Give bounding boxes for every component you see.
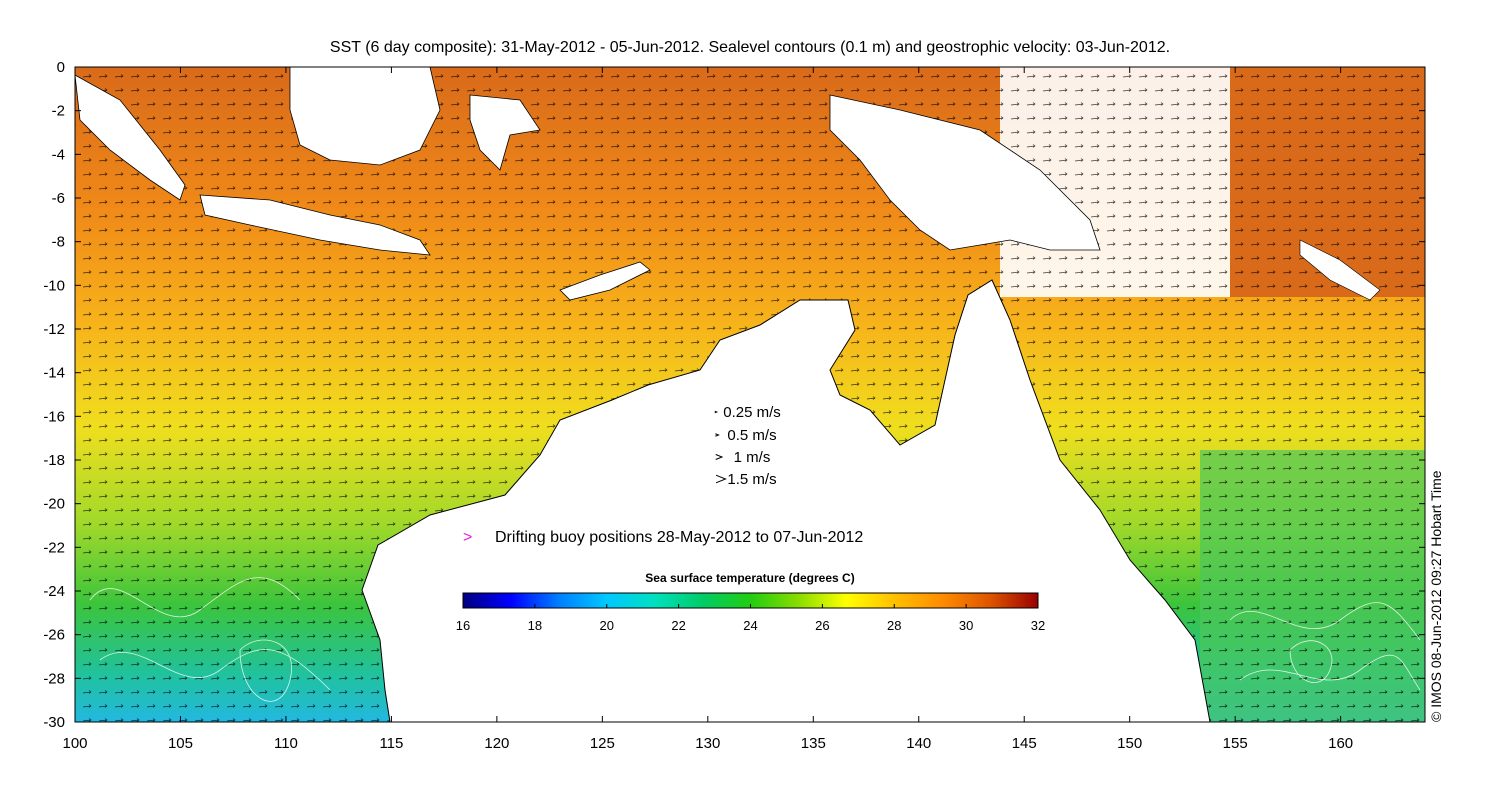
x-tick-label: 145: [1012, 735, 1037, 752]
y-tick-label: -2: [52, 103, 65, 120]
new-guinea-land: [829, 94, 1101, 251]
figure-title: SST (6 day composite): 31-May-2012 - 05-…: [330, 39, 1170, 56]
map-area: [75, 67, 1425, 722]
x-tick-label: 135: [801, 735, 826, 752]
colorbar-tick-label: 18: [528, 618, 542, 633]
x-tick-label: 115: [379, 735, 403, 752]
colorbar-tick-label: 16: [456, 618, 470, 633]
colorbar-tick-label: 20: [600, 618, 614, 633]
x-tick-label: 105: [168, 735, 193, 752]
velocity-legend-label: 1.5 m/s: [727, 471, 776, 488]
y-tick-label: -8: [52, 234, 65, 251]
x-axis: 100 105 110 115 120 125 130 135 140 145 150 155 160: [62, 67, 1353, 752]
timor-land: [559, 261, 651, 301]
y-tick-label: -24: [43, 583, 65, 600]
sealevel-contours: [89, 577, 1421, 702]
y-tick-label: -18: [43, 452, 65, 469]
velocity-legend-label: 0.5 m/s: [727, 427, 776, 444]
colorbar-tick-label: 26: [815, 618, 829, 633]
colorbar-tick-label: 30: [959, 618, 973, 633]
x-tick-label: 150: [1117, 735, 1142, 752]
x-tick-label: 155: [1223, 735, 1248, 752]
buoy-legend: > Drifting buoy positions 28-May-2012 to…: [463, 529, 863, 546]
y-tick-label: -16: [43, 408, 65, 425]
x-tick-label: 160: [1328, 735, 1353, 752]
java-land: [199, 194, 431, 256]
y-tick-label: 0: [57, 59, 65, 76]
x-tick-label: 110: [274, 735, 298, 752]
velocity-arrow-icon: [715, 474, 727, 484]
sulawesi-land: [469, 94, 541, 171]
y-tick-label: -28: [43, 670, 65, 687]
velocity-arrow-icon: [715, 454, 724, 460]
colorbar-tick-label: 22: [671, 618, 685, 633]
x-tick-label: 140: [906, 735, 931, 752]
velocity-legend-label: 0.25 m/s: [723, 404, 781, 421]
y-tick-label: -26: [43, 627, 65, 644]
buoy-marker-icon: >: [463, 529, 472, 546]
y-tick-label: -20: [43, 496, 65, 513]
x-tick-label: 130: [695, 735, 720, 752]
x-tick-label: 100: [62, 735, 87, 752]
colorbar: Sea surface temperature (degrees C) 16 18…: [456, 571, 1045, 633]
y-tick-label: -6: [52, 190, 65, 207]
colorbar-ticks: 16 18 20 22 24 26 28 30 32: [456, 604, 1045, 633]
colorbar-tick-label: 28: [887, 618, 901, 633]
colorbar-title: Sea surface temperature (degrees C): [645, 571, 854, 585]
y-tick-label: -30: [43, 714, 65, 731]
velocity-legend: 0.25 m/s 0.5 m/s 1 m/s 1.5 m/s: [714, 404, 781, 488]
y-tick-label: -14: [43, 365, 65, 382]
credit-text: © IMOS 08-Jun-2012 09:27 Hobart Time: [1428, 470, 1444, 722]
x-tick-label: 120: [484, 735, 509, 752]
velocity-legend-label: 1 m/s: [734, 449, 771, 466]
y-tick-label: -22: [43, 539, 65, 556]
borneo-land: [289, 67, 441, 166]
buoy-legend-label: Drifting buoy positions 28-May-2012 to 0…: [495, 529, 863, 546]
land-masses: [75, 67, 1381, 722]
sumatra-land: [75, 74, 186, 201]
y-tick-label: -10: [43, 277, 65, 294]
solomon-islands-land: [1299, 239, 1381, 301]
velocity-arrow-icon: [714, 410, 719, 414]
australia-land: [361, 279, 1211, 722]
y-tick-label: -12: [43, 321, 65, 338]
velocity-arrow-icon: [715, 433, 720, 437]
map-frame: [74, 66, 1426, 723]
colorbar-tick-label: 24: [743, 618, 757, 633]
y-tick-label: -4: [52, 146, 65, 163]
x-tick-label: 125: [590, 735, 615, 752]
colorbar-tick-label: 32: [1031, 618, 1045, 633]
y-axis: 0 -2 -4 -6 -8 -10 -12 -14 -16 -18 -20 -22 -24 -26 -28 -…: [43, 59, 1425, 731]
